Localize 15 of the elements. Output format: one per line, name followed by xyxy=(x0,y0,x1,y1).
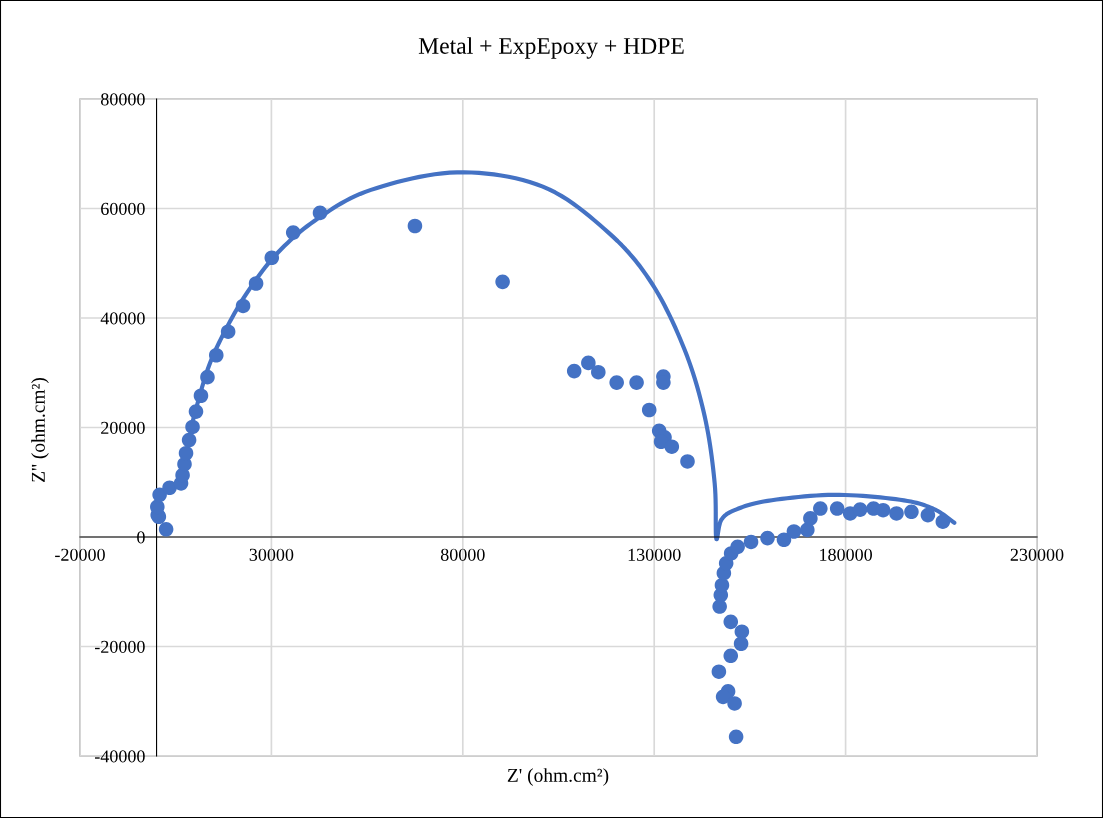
x-tick-label: -20000 xyxy=(55,548,105,561)
y-axis-title: Z'' (ohm.cm²) xyxy=(31,378,49,482)
x-tick-label: 180000 xyxy=(820,548,872,561)
x-tick-label: 30000 xyxy=(249,548,294,561)
y-tick-label: 40000 xyxy=(100,312,145,325)
x-tick-label: 80000 xyxy=(440,548,485,561)
y-tick-label: 20000 xyxy=(101,421,145,434)
chart-title: Metal + ExpEpoxy + HDPE xyxy=(418,37,684,59)
x-axis-title: Z' (ohm.cm²) xyxy=(507,768,609,786)
y-tick-label: 80000 xyxy=(101,93,145,106)
x-tick-label: 130000 xyxy=(628,548,681,561)
x-tick-label: 230000 xyxy=(1010,548,1064,561)
y-tick-label: 60000 xyxy=(101,202,145,215)
y-tick-label: -20000 xyxy=(94,640,145,653)
y-tick-label: -40000 xyxy=(94,750,145,763)
